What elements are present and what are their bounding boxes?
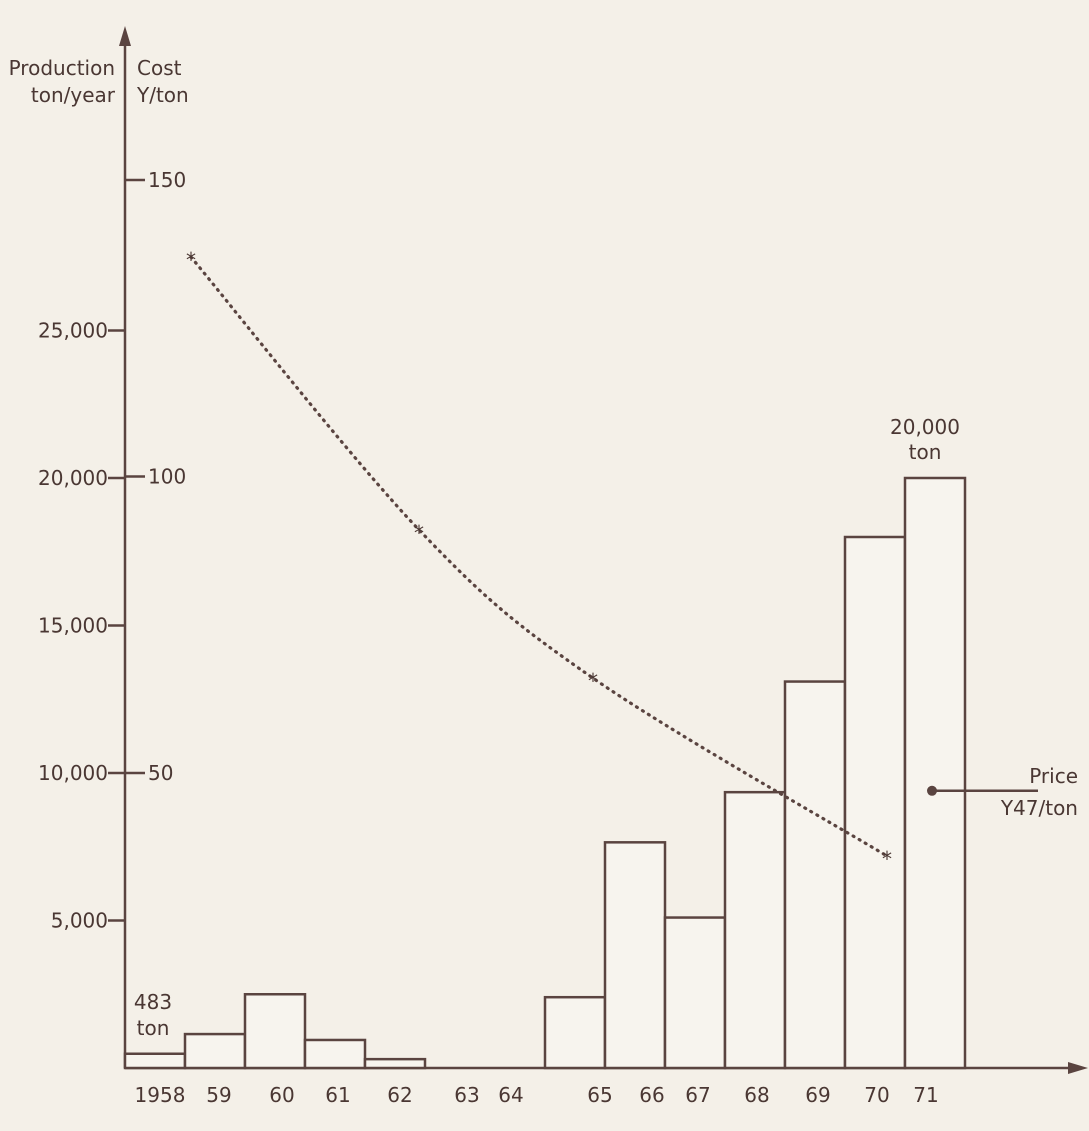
x-tick-label: 62 (387, 1083, 412, 1107)
cost-point-marker: * (588, 669, 598, 693)
x-tick-label: 65 (587, 1083, 612, 1107)
x-tick-label: 1958 (135, 1083, 186, 1107)
price-value-label: Y47/ton (1000, 796, 1078, 820)
first-bar-annotation-unit: ton (137, 1016, 170, 1040)
price-marker (927, 785, 937, 796)
left-tick-label: 15,000 (38, 614, 108, 638)
bar-1966 (603, 841, 667, 1070)
right-tick-label: 100 (148, 465, 186, 489)
left-tick-label: 10,000 (38, 761, 108, 785)
x-tick-label: 59 (206, 1083, 231, 1107)
right-axis-title-line1: Cost (137, 56, 182, 80)
x-tick-label: 71 (913, 1083, 938, 1107)
first-bar-annotation-value: 483 (134, 990, 172, 1014)
bar-1970 (843, 535, 907, 1070)
bar-1969 (783, 680, 847, 1070)
cost-curve (189, 255, 889, 858)
x-tick-label: 64 (498, 1083, 523, 1107)
x-tick-label: 67 (685, 1083, 710, 1107)
cost-point-marker: * (882, 847, 892, 871)
last-bar-annotation-unit: ton (909, 440, 942, 464)
x-tick-label: 69 (805, 1083, 830, 1107)
x-tick-label: 60 (269, 1083, 294, 1107)
x-tick-label: 70 (864, 1083, 889, 1107)
bar-1958 (123, 1052, 187, 1070)
bar-1968 (723, 790, 787, 1070)
x-tick-label: 61 (325, 1083, 350, 1107)
price-label: Price (1029, 764, 1078, 788)
bar-1959 (183, 1032, 247, 1070)
cost-series: * * * * (186, 248, 892, 871)
left-axis-title-line1: Production (9, 56, 115, 80)
x-tick-label: 63 (454, 1083, 479, 1107)
bar-1971 (903, 476, 967, 1070)
left-tick-label: 5,000 (51, 909, 108, 933)
bar-1965 (543, 995, 607, 1070)
production-bars (123, 476, 967, 1070)
left-tick-label: 20,000 (38, 466, 108, 490)
right-tick-label: 150 (148, 168, 186, 192)
axis-ticks: 5,000 10,000 15,000 20,000 25,000 50 100 150 195… (38, 168, 939, 1107)
cost-point-marker: * (186, 248, 196, 272)
bar-1967 (663, 916, 727, 1070)
cost-point-marker: * (414, 521, 424, 545)
x-axis-arrow (1068, 1062, 1088, 1074)
last-bar-annotation-value: 20,000 (890, 415, 960, 439)
y-axis-arrow (119, 26, 131, 46)
x-tick-label: 68 (744, 1083, 769, 1107)
left-axis-title-line2: ton/year (31, 83, 116, 107)
bar-1961 (303, 1038, 367, 1070)
right-tick-label: 50 (148, 761, 173, 785)
bar-1962 (363, 1057, 427, 1070)
x-tick-label: 66 (639, 1083, 664, 1107)
left-tick-label: 25,000 (38, 319, 108, 343)
bar-1960 (243, 993, 307, 1070)
right-axis-title-line2: Y/ton (136, 83, 189, 107)
